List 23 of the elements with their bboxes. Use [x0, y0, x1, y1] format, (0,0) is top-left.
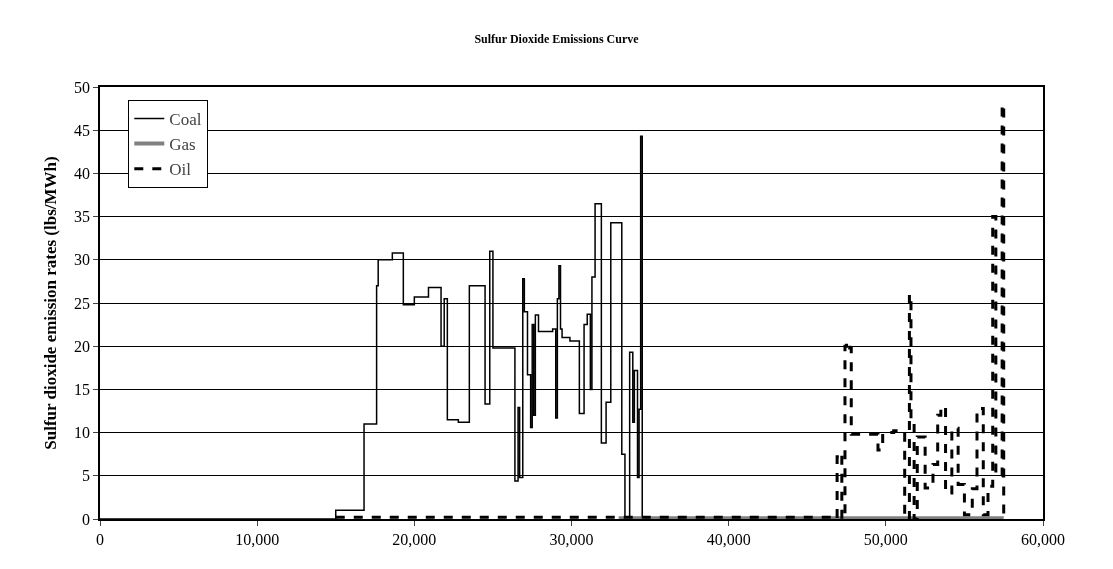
x-tick-label: 40,000: [706, 530, 751, 548]
x-tick-label: 10,000: [235, 530, 280, 548]
y-tick-label: 5: [82, 467, 91, 485]
y-tick-label: 15: [74, 381, 91, 398]
x-tick-label: 20,000: [392, 530, 437, 548]
y-tick-label: 0: [82, 510, 91, 528]
chart-title: Sulfur Dioxide Emissions Curve: [474, 31, 640, 46]
x-tick-label: 0: [96, 530, 104, 548]
y-tick-label: 10: [74, 424, 91, 442]
legend-label: Gas: [169, 135, 196, 155]
legend-label: Oil: [169, 160, 192, 180]
y-tick-label: 25: [74, 294, 91, 312]
y-tick-label: 35: [74, 208, 91, 226]
y-tick-label: 40: [74, 165, 91, 182]
x-tick-label: 30,000: [549, 530, 594, 548]
y-tick-label: 50: [74, 78, 91, 96]
x-tick-label: 60,000: [1021, 530, 1065, 548]
y-tick-label: 20: [74, 337, 91, 355]
y-axis-title: Sulfur dioxide emission rates (lbs/MWh): [40, 156, 60, 450]
y-tick-label: 30: [74, 251, 91, 269]
legend-label: Coal: [169, 110, 202, 130]
x-tick-label: 50,000: [863, 530, 908, 548]
y-tick-label: 45: [74, 121, 91, 139]
